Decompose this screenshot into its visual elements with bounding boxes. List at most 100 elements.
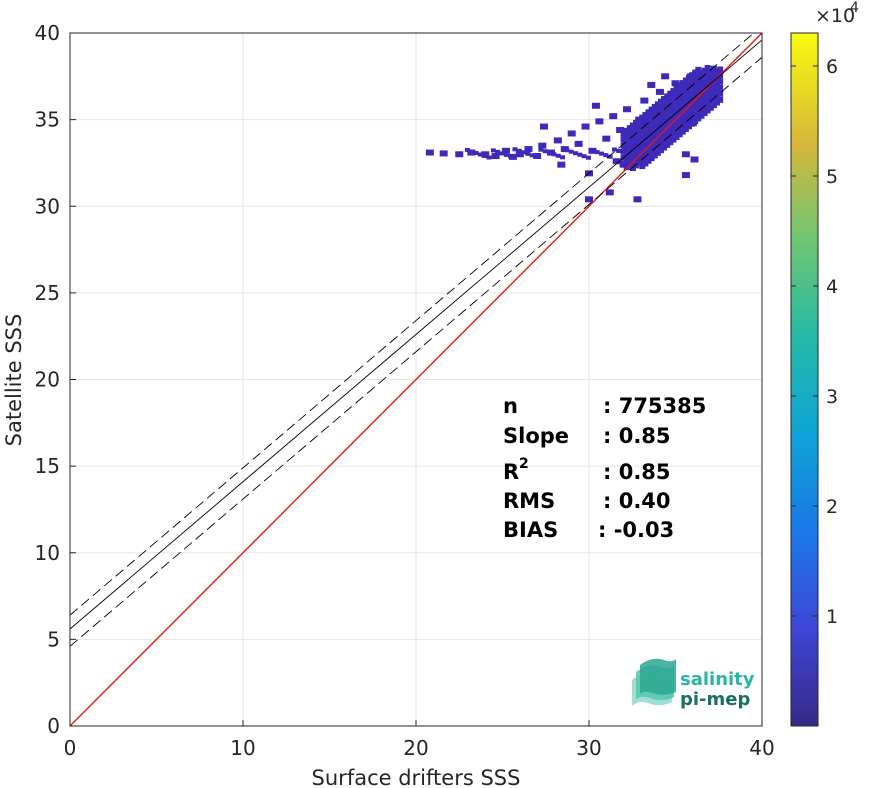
density-cell: [707, 104, 714, 111]
density-cell: [661, 126, 668, 133]
density-cell: [679, 122, 686, 129]
density-cell: [710, 89, 717, 96]
density-cell: [661, 102, 668, 109]
density-cell: [682, 125, 689, 132]
density-cell: [679, 92, 686, 99]
density-cell: [503, 152, 509, 157]
density-cell: [651, 116, 658, 123]
density-cell: [661, 108, 668, 115]
density-cell: [682, 95, 689, 102]
density-cell: [657, 110, 664, 117]
stat-bias-value: : -0.03: [598, 518, 674, 542]
density-cell: [710, 83, 717, 90]
y-tick-label: 20: [35, 368, 60, 392]
density-cell: [654, 137, 661, 144]
density-cell: [515, 151, 524, 158]
density-cell: [581, 123, 590, 130]
density-cell: [645, 151, 652, 158]
density-cell: [553, 137, 562, 144]
density-cell: [692, 105, 699, 112]
density-cell: [707, 86, 714, 93]
density-cell: [508, 154, 514, 159]
density-cell: [714, 69, 721, 76]
density-cell: [698, 76, 705, 83]
density-cell: [636, 135, 643, 142]
density-cell: [717, 90, 724, 97]
density-cell: [525, 151, 531, 156]
density-cell: [685, 111, 692, 118]
density-cell: [636, 129, 643, 136]
density-cell: [482, 154, 488, 159]
density-cell: [581, 154, 587, 159]
density-cell: [623, 139, 630, 146]
density-cell: [679, 80, 686, 87]
stat-r2-value: : 0.85: [603, 460, 671, 484]
density-cell: [685, 74, 692, 81]
density-cell: [664, 93, 671, 100]
density-cell: [676, 88, 683, 95]
density-cell: [670, 94, 677, 101]
density-cell: [645, 115, 652, 122]
density-cell: [692, 69, 699, 76]
x-tick-labels: 0 10 20 30 40: [64, 720, 775, 760]
density-cell: [676, 119, 683, 126]
density-cell: [657, 147, 664, 154]
density-cell: [620, 160, 627, 167]
density-cell: [695, 66, 702, 73]
density-cell: [623, 106, 632, 113]
density-cell: [701, 73, 708, 80]
colorbar-tick-label: 4: [826, 276, 838, 298]
density-cell: [667, 102, 674, 109]
density-cell: [701, 110, 708, 117]
density-cell: [574, 140, 583, 147]
density-cell: [651, 146, 658, 153]
line-regression-minus: [70, 56, 762, 647]
density-cell: [704, 64, 711, 71]
density-cell: [701, 104, 708, 111]
logo-text-salinity: salinity: [680, 669, 755, 690]
density-cell: [673, 133, 680, 140]
density-cell: [689, 90, 696, 97]
density-cell: [682, 89, 689, 96]
stat-rms-label: RMS: [503, 489, 555, 513]
density-cell: [692, 118, 699, 125]
density-cell: [657, 116, 664, 123]
density-cell: [551, 152, 557, 157]
density-cell: [534, 154, 540, 159]
density-cell: [657, 135, 664, 142]
density-cell: [645, 109, 652, 116]
density-cell: [524, 146, 533, 153]
density-cell: [577, 152, 583, 157]
stat-slope-label: Slope: [503, 424, 569, 448]
density-cell: [626, 143, 633, 150]
density-cell: [690, 156, 699, 163]
y-tick-label: 40: [35, 21, 60, 45]
density-cell: [623, 127, 630, 134]
colorbar-tick-label: 3: [826, 386, 838, 408]
density-cell: [639, 120, 646, 127]
density-cell: [685, 123, 692, 130]
density-cell: [633, 162, 640, 169]
density-cell: [636, 159, 643, 166]
y-tick-label: 15: [35, 454, 60, 478]
density-cell: [477, 152, 483, 157]
density-cell: [673, 127, 680, 134]
density-cell: [667, 127, 674, 134]
x-tick-label: 20: [403, 736, 428, 760]
density-cell: [664, 135, 671, 142]
density-cell: [667, 133, 674, 140]
density-cell: [620, 150, 626, 155]
density-cell: [676, 100, 683, 107]
statistics-annotation: n : 775385 Slope : 0.85 R 2 : 0.85 RMS :…: [503, 394, 706, 542]
density-cell: [645, 157, 652, 164]
density-cell: [639, 163, 646, 170]
density-cell: [645, 145, 652, 152]
y-tick-label: 0: [47, 714, 60, 738]
x-tick-label: 0: [64, 736, 77, 760]
x-axis-label: Surface drifters SSS: [312, 766, 521, 788]
salinity-pi-mep-logo: salinity pi-mep: [632, 658, 755, 710]
density-cell: [620, 136, 627, 143]
density-cell: [564, 148, 570, 153]
density-cell: [704, 71, 711, 78]
density-cell: [499, 151, 505, 156]
